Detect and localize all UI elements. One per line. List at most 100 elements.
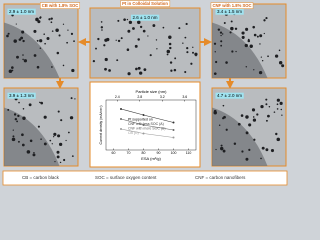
point <box>120 128 122 130</box>
particle <box>169 46 172 50</box>
particle <box>51 143 53 145</box>
particle <box>21 133 24 137</box>
size-label-box <box>131 14 160 21</box>
particle <box>258 70 263 75</box>
particle <box>231 50 234 53</box>
particle <box>13 113 17 116</box>
particle <box>241 150 244 153</box>
particle <box>53 132 57 136</box>
particle <box>123 18 126 22</box>
particle <box>185 22 188 26</box>
particle <box>230 20 233 23</box>
top-axis-label: Particle size (nm) <box>136 89 168 94</box>
particle <box>276 103 279 106</box>
point <box>172 136 175 139</box>
particle <box>223 115 226 119</box>
particle <box>58 142 63 147</box>
particle <box>253 33 257 37</box>
particle <box>248 148 251 152</box>
particle <box>26 150 31 154</box>
top-tick-label: 3.6 <box>182 95 187 99</box>
particle <box>37 20 41 24</box>
particle <box>225 61 228 64</box>
particle <box>11 137 16 142</box>
particle <box>12 135 15 138</box>
particle <box>22 116 26 120</box>
particle <box>247 39 251 43</box>
particle <box>50 21 53 24</box>
x-tick-label: 110 <box>186 151 192 155</box>
particle <box>7 108 10 111</box>
particle <box>245 115 249 119</box>
particle <box>225 128 228 131</box>
particle <box>13 39 17 43</box>
particle <box>117 39 121 43</box>
top-tick-label: 3.2 <box>160 95 165 99</box>
x-axis-label: ESA (m²/g) <box>141 156 161 161</box>
size-label: 3.9 ± 1.3 nm <box>9 93 34 98</box>
particle <box>263 19 266 22</box>
size-label-box <box>7 92 36 99</box>
particle <box>241 35 245 39</box>
particle <box>65 139 67 142</box>
particle <box>223 21 226 24</box>
particle <box>168 35 172 39</box>
particle <box>195 54 197 57</box>
particle <box>43 142 47 146</box>
size-label-box <box>215 92 244 99</box>
particle <box>14 117 18 121</box>
panel-caption: CB with 1.8% SOC <box>42 3 79 8</box>
particle <box>215 60 218 64</box>
particle <box>28 103 32 107</box>
particle <box>174 57 177 60</box>
particle <box>57 134 61 138</box>
particle <box>100 21 103 23</box>
particle <box>62 64 65 67</box>
particle <box>265 98 268 101</box>
particle <box>251 108 256 112</box>
particle <box>120 37 123 40</box>
size-label: 4.7 ± 2.0 nm <box>217 93 242 98</box>
particle <box>267 114 270 118</box>
particle <box>260 105 264 109</box>
size-label: 3.4 ± 1.5 nm <box>217 9 242 14</box>
particle <box>213 72 217 76</box>
particle <box>184 70 187 74</box>
particle <box>276 98 280 102</box>
particle <box>128 20 133 25</box>
carbon-support <box>212 107 268 166</box>
particle <box>219 31 223 34</box>
caption-box <box>120 0 171 7</box>
particle <box>21 143 25 147</box>
particle <box>70 32 74 35</box>
particle <box>33 29 37 33</box>
particle <box>71 68 75 73</box>
particle <box>244 43 248 48</box>
particle <box>116 59 119 62</box>
particle <box>268 105 271 108</box>
particle <box>20 36 24 40</box>
particle <box>22 108 25 110</box>
particle <box>267 55 269 58</box>
point <box>120 108 122 110</box>
particle <box>16 120 19 123</box>
particle <box>59 161 62 164</box>
particle <box>103 44 106 47</box>
particle <box>265 119 268 122</box>
particle <box>44 42 46 45</box>
x-tick-label: 80 <box>142 151 146 155</box>
caption-box <box>39 2 81 9</box>
particle <box>39 47 42 49</box>
particle <box>168 42 172 46</box>
particle <box>147 35 149 37</box>
particle <box>233 142 237 146</box>
particle <box>134 44 138 48</box>
particle <box>259 34 263 38</box>
particle <box>115 39 117 41</box>
particle <box>101 29 103 31</box>
particle <box>51 30 54 32</box>
particle <box>253 69 255 71</box>
particle <box>71 155 74 157</box>
particle <box>18 38 22 41</box>
particle <box>222 149 226 153</box>
